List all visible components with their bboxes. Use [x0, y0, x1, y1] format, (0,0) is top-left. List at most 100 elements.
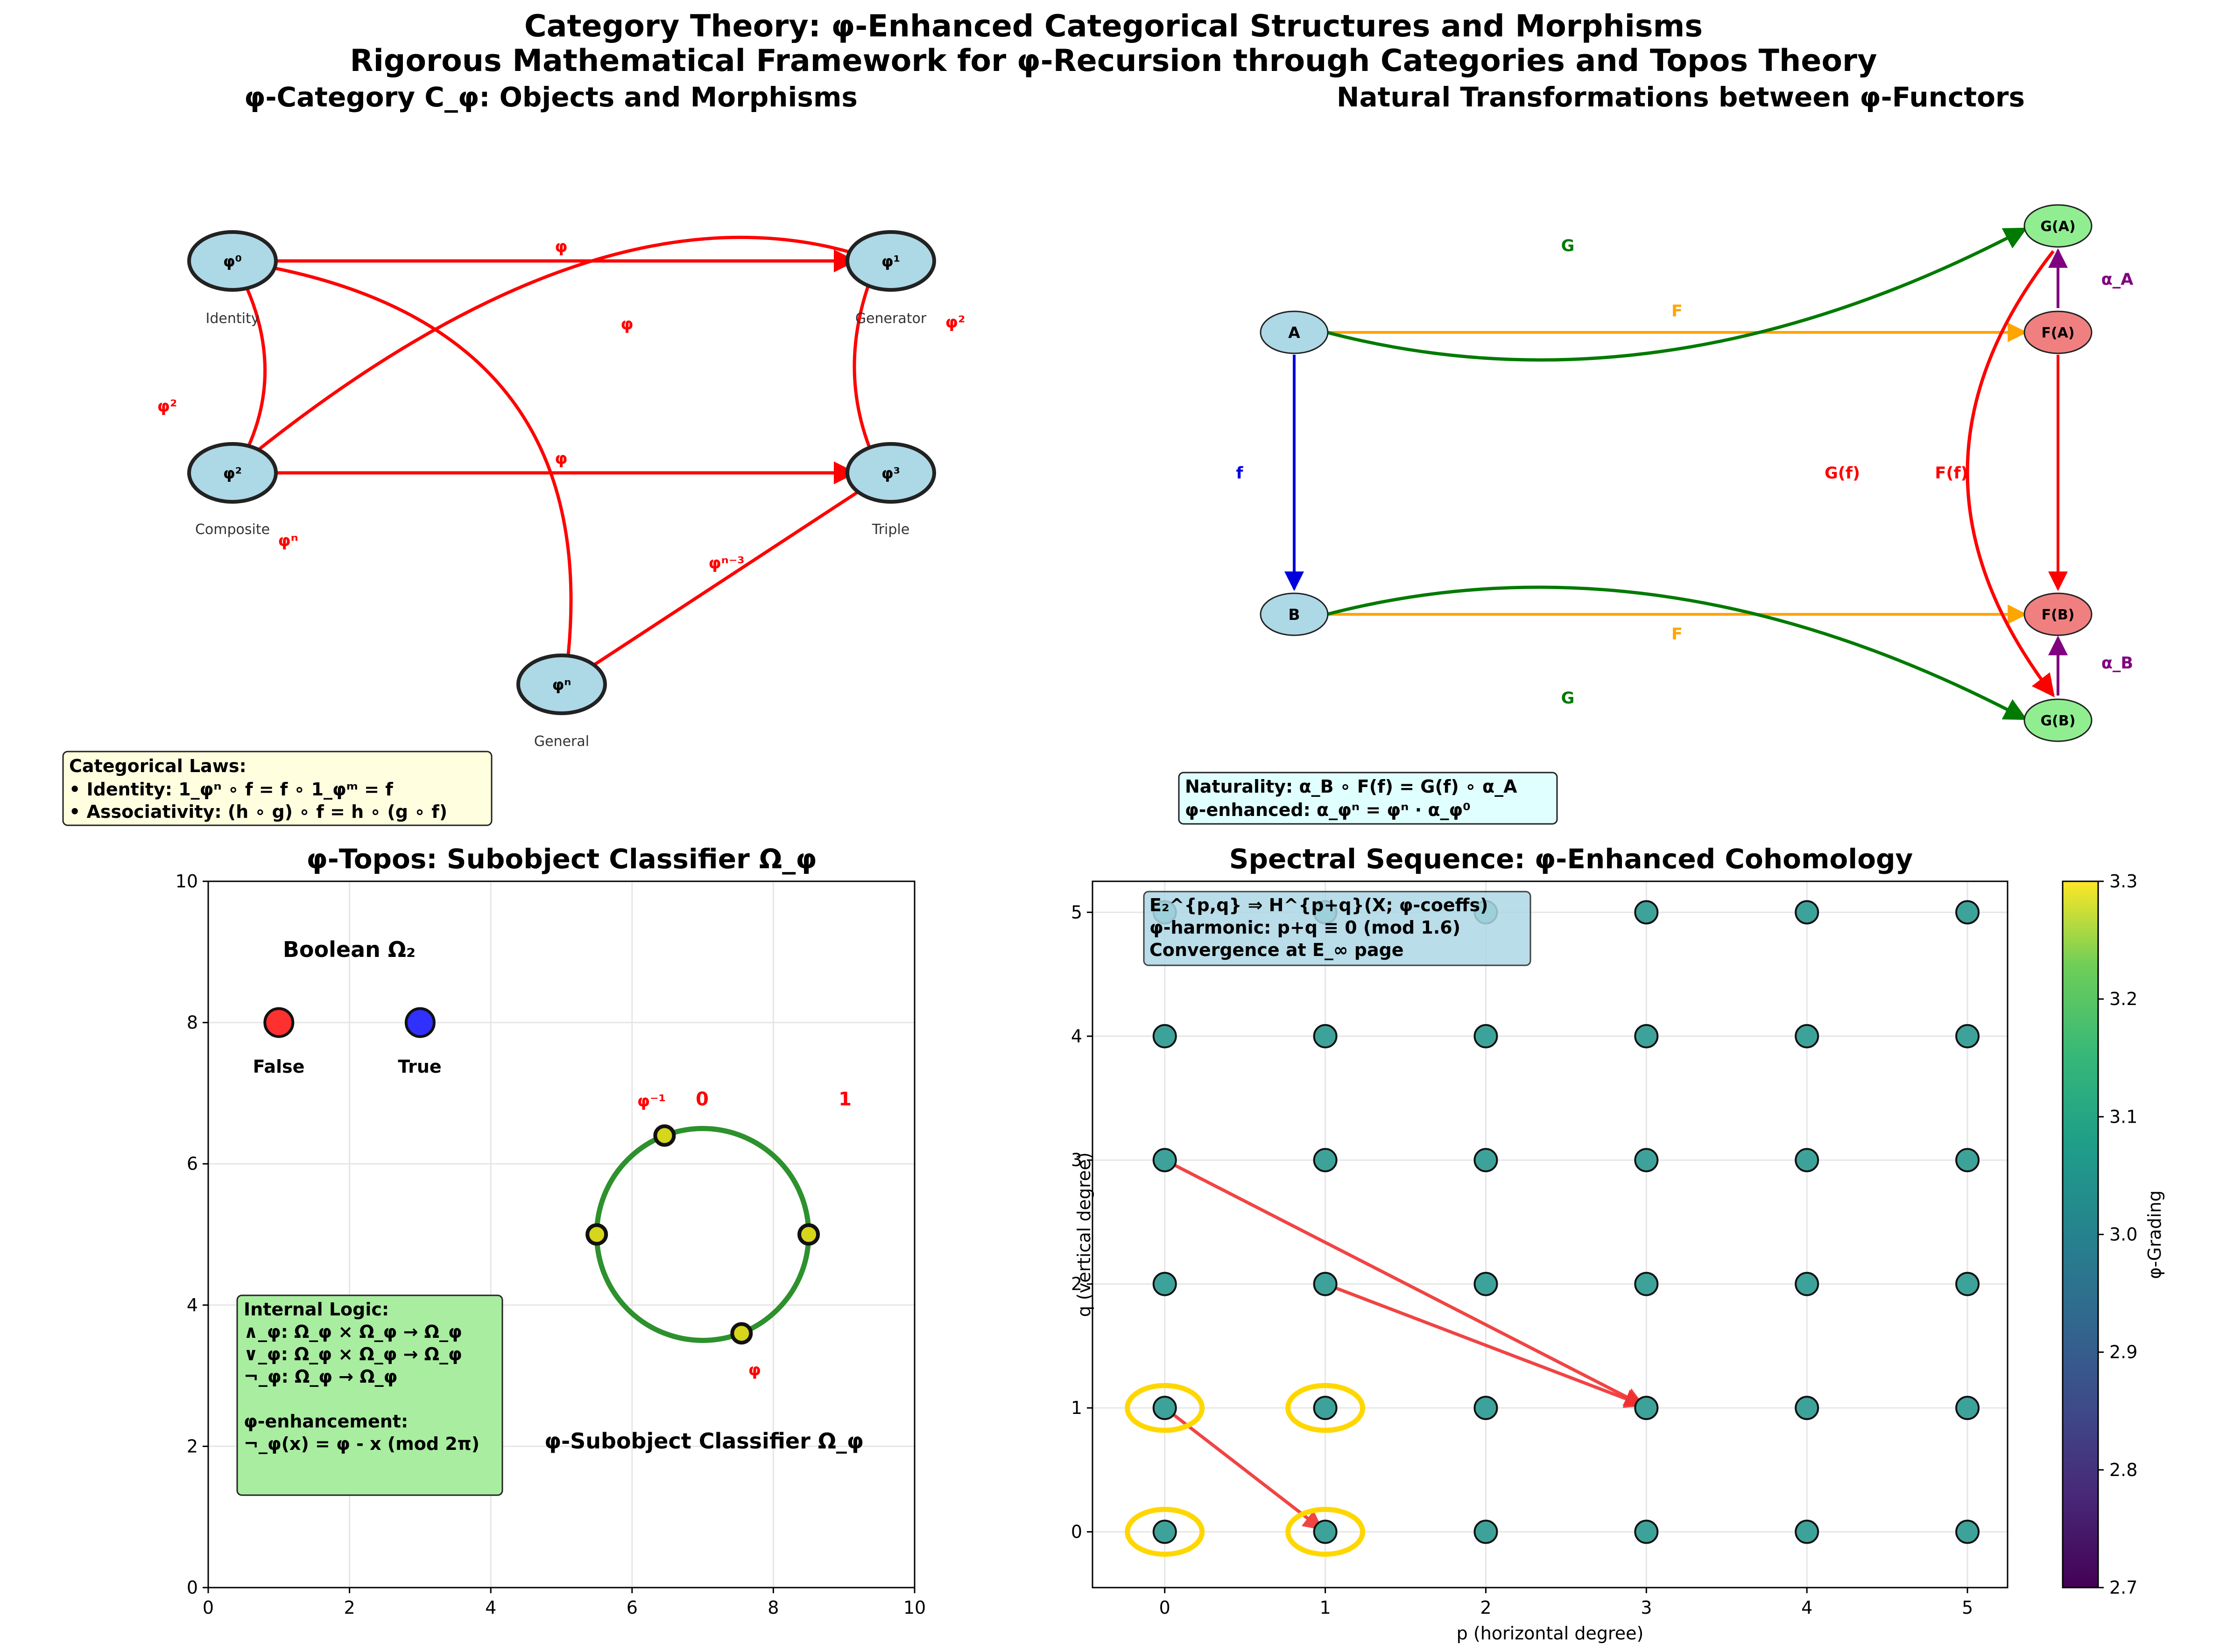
- svg-text:Internal Logic:: Internal Logic:: [244, 1299, 389, 1320]
- svg-text:∨_φ: Ω_φ × Ω_φ → Ω_φ: ∨_φ: Ω_φ × Ω_φ → Ω_φ: [244, 1344, 462, 1364]
- spectral-point: [1795, 1148, 1819, 1173]
- colorbar-tick-label: 3.3: [2109, 871, 2137, 892]
- arrow-phi1-phi2: [233, 236, 879, 471]
- arrow-label: φ: [555, 450, 567, 468]
- classifier-point: [797, 1223, 820, 1246]
- spectral-differentials: [1163, 1159, 1645, 1531]
- spectral-point: [1795, 900, 1819, 925]
- boolean-true-label: True: [398, 1056, 441, 1077]
- spectral-point: [1634, 1519, 1659, 1544]
- svg-text:A: A: [1288, 323, 1300, 342]
- category-panel-title: φ-Category C_φ: Objects and Morphisms: [244, 81, 858, 113]
- spectral-point: [1955, 1272, 1980, 1296]
- svg-text:G(A): G(A): [2040, 218, 2075, 235]
- svg-text:∧_φ: Ω_φ × Ω_φ → Ω_φ: ∧_φ: Ω_φ × Ω_φ → Ω_φ: [244, 1322, 462, 1342]
- arrow-label: φⁿ⁻³: [708, 554, 744, 573]
- label-G-top: G: [1561, 237, 1575, 255]
- svg-text:Composite: Composite: [195, 521, 270, 538]
- topos-axes-frame: [207, 880, 916, 1589]
- svg-text:Identity: Identity: [206, 310, 260, 327]
- svg-text:F(B): F(B): [2042, 607, 2075, 623]
- spectral-highlights: [1125, 1383, 1366, 1557]
- spectral-xtick-label: 5: [1962, 1597, 1973, 1618]
- svg-text:φ⁰: φ⁰: [223, 252, 242, 270]
- colorbar-tick-label: 3.2: [2109, 989, 2137, 1009]
- spectral-axes-frame: [1092, 880, 2009, 1589]
- node-B: B: [1260, 592, 1329, 636]
- spectral-ytick-label: 2: [1071, 1274, 1082, 1294]
- natural-transformation-panel: Natural Transformations between φ-Functo…: [1178, 81, 2133, 825]
- svg-text:Convergence at E_∞ page: Convergence at E_∞ page: [1149, 940, 1404, 960]
- spectral-point: [1473, 1024, 1498, 1048]
- svg-text:E₂^{p,q} ⇒ H^{p+q}(X; φ-coeffs: E₂^{p,q} ⇒ H^{p+q}(X; φ-coeffs): [1149, 895, 1488, 915]
- chart-title: Spectral Sequence: φ-Enhanced Cohomology: [1229, 843, 1913, 875]
- svg-text:F(A): F(A): [2041, 325, 2074, 341]
- svg-text:φ¹: φ¹: [881, 252, 900, 270]
- label-alpha-B: α_B: [2101, 654, 2133, 673]
- svg-text:¬_φ(x) = φ - x (mod 2π): ¬_φ(x) = φ - x (mod 2π): [244, 1434, 479, 1454]
- label-Gf: G(f): [1825, 464, 1860, 483]
- topos-xtick-label: 6: [627, 1597, 638, 1618]
- spectral-ytick-label: 1: [1071, 1398, 1082, 1418]
- spectral-point: [1634, 1396, 1659, 1420]
- spectral-point: [1795, 1396, 1819, 1420]
- svg-text:Categorical Laws:: Categorical Laws:: [69, 756, 247, 776]
- spectral-point: [1473, 1519, 1498, 1544]
- spectral-point: [1634, 1024, 1659, 1048]
- differential-arrow: [1325, 1282, 1645, 1408]
- spectral-point: [1473, 1148, 1498, 1173]
- spectral-point: [1152, 1024, 1177, 1048]
- node-GB: G(B): [2023, 698, 2093, 742]
- topos-panel: φ-Topos: Subobject Classifier Ω_φ 002244…: [176, 843, 926, 1618]
- classifier-label: φ-Subobject Classifier Ω_φ: [544, 1428, 864, 1454]
- spectral-point: [1955, 1519, 1980, 1544]
- spectral-point: [1313, 1024, 1338, 1048]
- spectral-point: [1955, 1148, 1980, 1173]
- circle-label-1: 1: [839, 1089, 852, 1110]
- figure-title-line1: Category Theory: φ-Enhanced Categorical …: [524, 9, 1703, 44]
- svg-text:φ-enhancement:: φ-enhancement:: [244, 1411, 408, 1432]
- spectral-point: [1152, 1396, 1177, 1420]
- highlight-ring: [1125, 1383, 1205, 1433]
- spectral-ytick-label: 0: [1071, 1522, 1082, 1542]
- naturality-box: Naturality: α_B ∘ F(f) = G(f) ∘ α_A φ-en…: [1178, 772, 1558, 825]
- category-node-phi0: φ⁰ Identity: [187, 230, 278, 327]
- spectral-point: [1313, 1148, 1338, 1173]
- spectral-point: [1313, 1396, 1338, 1420]
- spectral-points: [1152, 900, 1980, 1544]
- topos-xtick-label: 8: [768, 1597, 779, 1618]
- category-node-phin: φⁿ General: [516, 654, 607, 750]
- colorbar: [2062, 880, 2099, 1589]
- topos-xtick-label: 10: [903, 1597, 926, 1618]
- topos-ytick-label: 4: [187, 1295, 198, 1315]
- spectral-ytick-label: 4: [1071, 1026, 1082, 1047]
- highlight-ring: [1285, 1507, 1366, 1557]
- spectral-ytick-label: 3: [1071, 1150, 1082, 1170]
- colorbar-tick-label: 3.1: [2109, 1106, 2137, 1127]
- topos-xtick-label: 2: [344, 1597, 355, 1618]
- highlight-ring: [1285, 1383, 1366, 1433]
- classifier-point: [585, 1223, 608, 1246]
- spectral-panel: Spectral Sequence: φ-Enhanced Cohomology…: [1071, 843, 2165, 1644]
- spectral-point: [1955, 1396, 1980, 1420]
- internal-logic-box: Internal Logic: ∧_φ: Ω_φ × Ω_φ → Ω_φ ∨_φ…: [236, 1294, 503, 1496]
- topos-xtick-label: 0: [203, 1597, 214, 1618]
- spectral-xtick-label: 4: [1801, 1597, 1812, 1618]
- category-node-phi3: φ³ Triple: [846, 442, 936, 538]
- spectral-point: [1313, 1272, 1338, 1296]
- label-F-bottom: F: [1671, 625, 1683, 644]
- topos-ytick-label: 10: [176, 871, 198, 892]
- functor-G-arrow-bottom: [1326, 585, 2028, 721]
- category-panel: φ-Category C_φ: Objects and Morphisms φ …: [62, 81, 965, 826]
- spectral-point: [1795, 1519, 1819, 1544]
- colorbar-tick-label: 3.0: [2109, 1224, 2137, 1245]
- label-F-top: F: [1671, 302, 1683, 321]
- svg-text:G(B): G(B): [2041, 713, 2076, 729]
- svg-text:¬_φ: Ω_φ → Ω_φ: ¬_φ: Ω_φ → Ω_φ: [244, 1366, 397, 1387]
- spectral-point: [1955, 1024, 1980, 1048]
- arrow-phi0-phi2: [232, 260, 267, 469]
- spectral-point: [1473, 1396, 1498, 1420]
- classifier-point: [730, 1322, 753, 1345]
- label-f: f: [1236, 464, 1243, 483]
